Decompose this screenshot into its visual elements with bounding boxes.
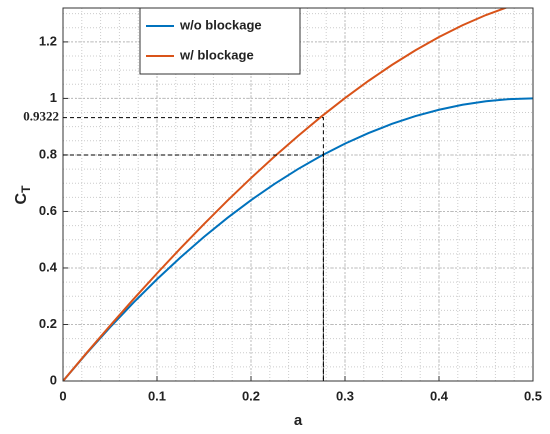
reference-line <box>63 154 324 381</box>
reference-line <box>63 117 324 381</box>
annotation-label: 0.9322 <box>23 109 59 124</box>
x-tick-label: 0.2 <box>242 388 260 403</box>
x-tick-label: 0.5 <box>524 388 542 403</box>
y-tick-label: 0 <box>50 372 57 387</box>
y-tick-label: 1.2 <box>39 33 57 48</box>
y-axis-label: CT <box>13 185 33 205</box>
y-tick-label: 0.8 <box>39 146 57 161</box>
x-tick-label: 0.4 <box>430 388 449 403</box>
y-label-main: C <box>13 192 30 204</box>
y-label-sub: T <box>19 185 33 193</box>
y-tick-label: 0.6 <box>39 203 57 218</box>
x-axis-label: a <box>294 412 303 429</box>
x-tick-label: 0.1 <box>148 388 166 403</box>
x-tick-label: 0.3 <box>336 388 354 403</box>
y-tick-label: 1 <box>50 90 57 105</box>
y-tick-label: 0.4 <box>39 259 58 274</box>
y-tick-label: 0.2 <box>39 316 57 331</box>
series-line <box>63 8 509 381</box>
legend-box <box>139 7 301 75</box>
legend-label: w/ blockage <box>179 47 254 62</box>
legend-label: w/o blockage <box>179 17 262 32</box>
series-line <box>63 97 533 381</box>
x-tick-label: 0 <box>59 388 66 403</box>
